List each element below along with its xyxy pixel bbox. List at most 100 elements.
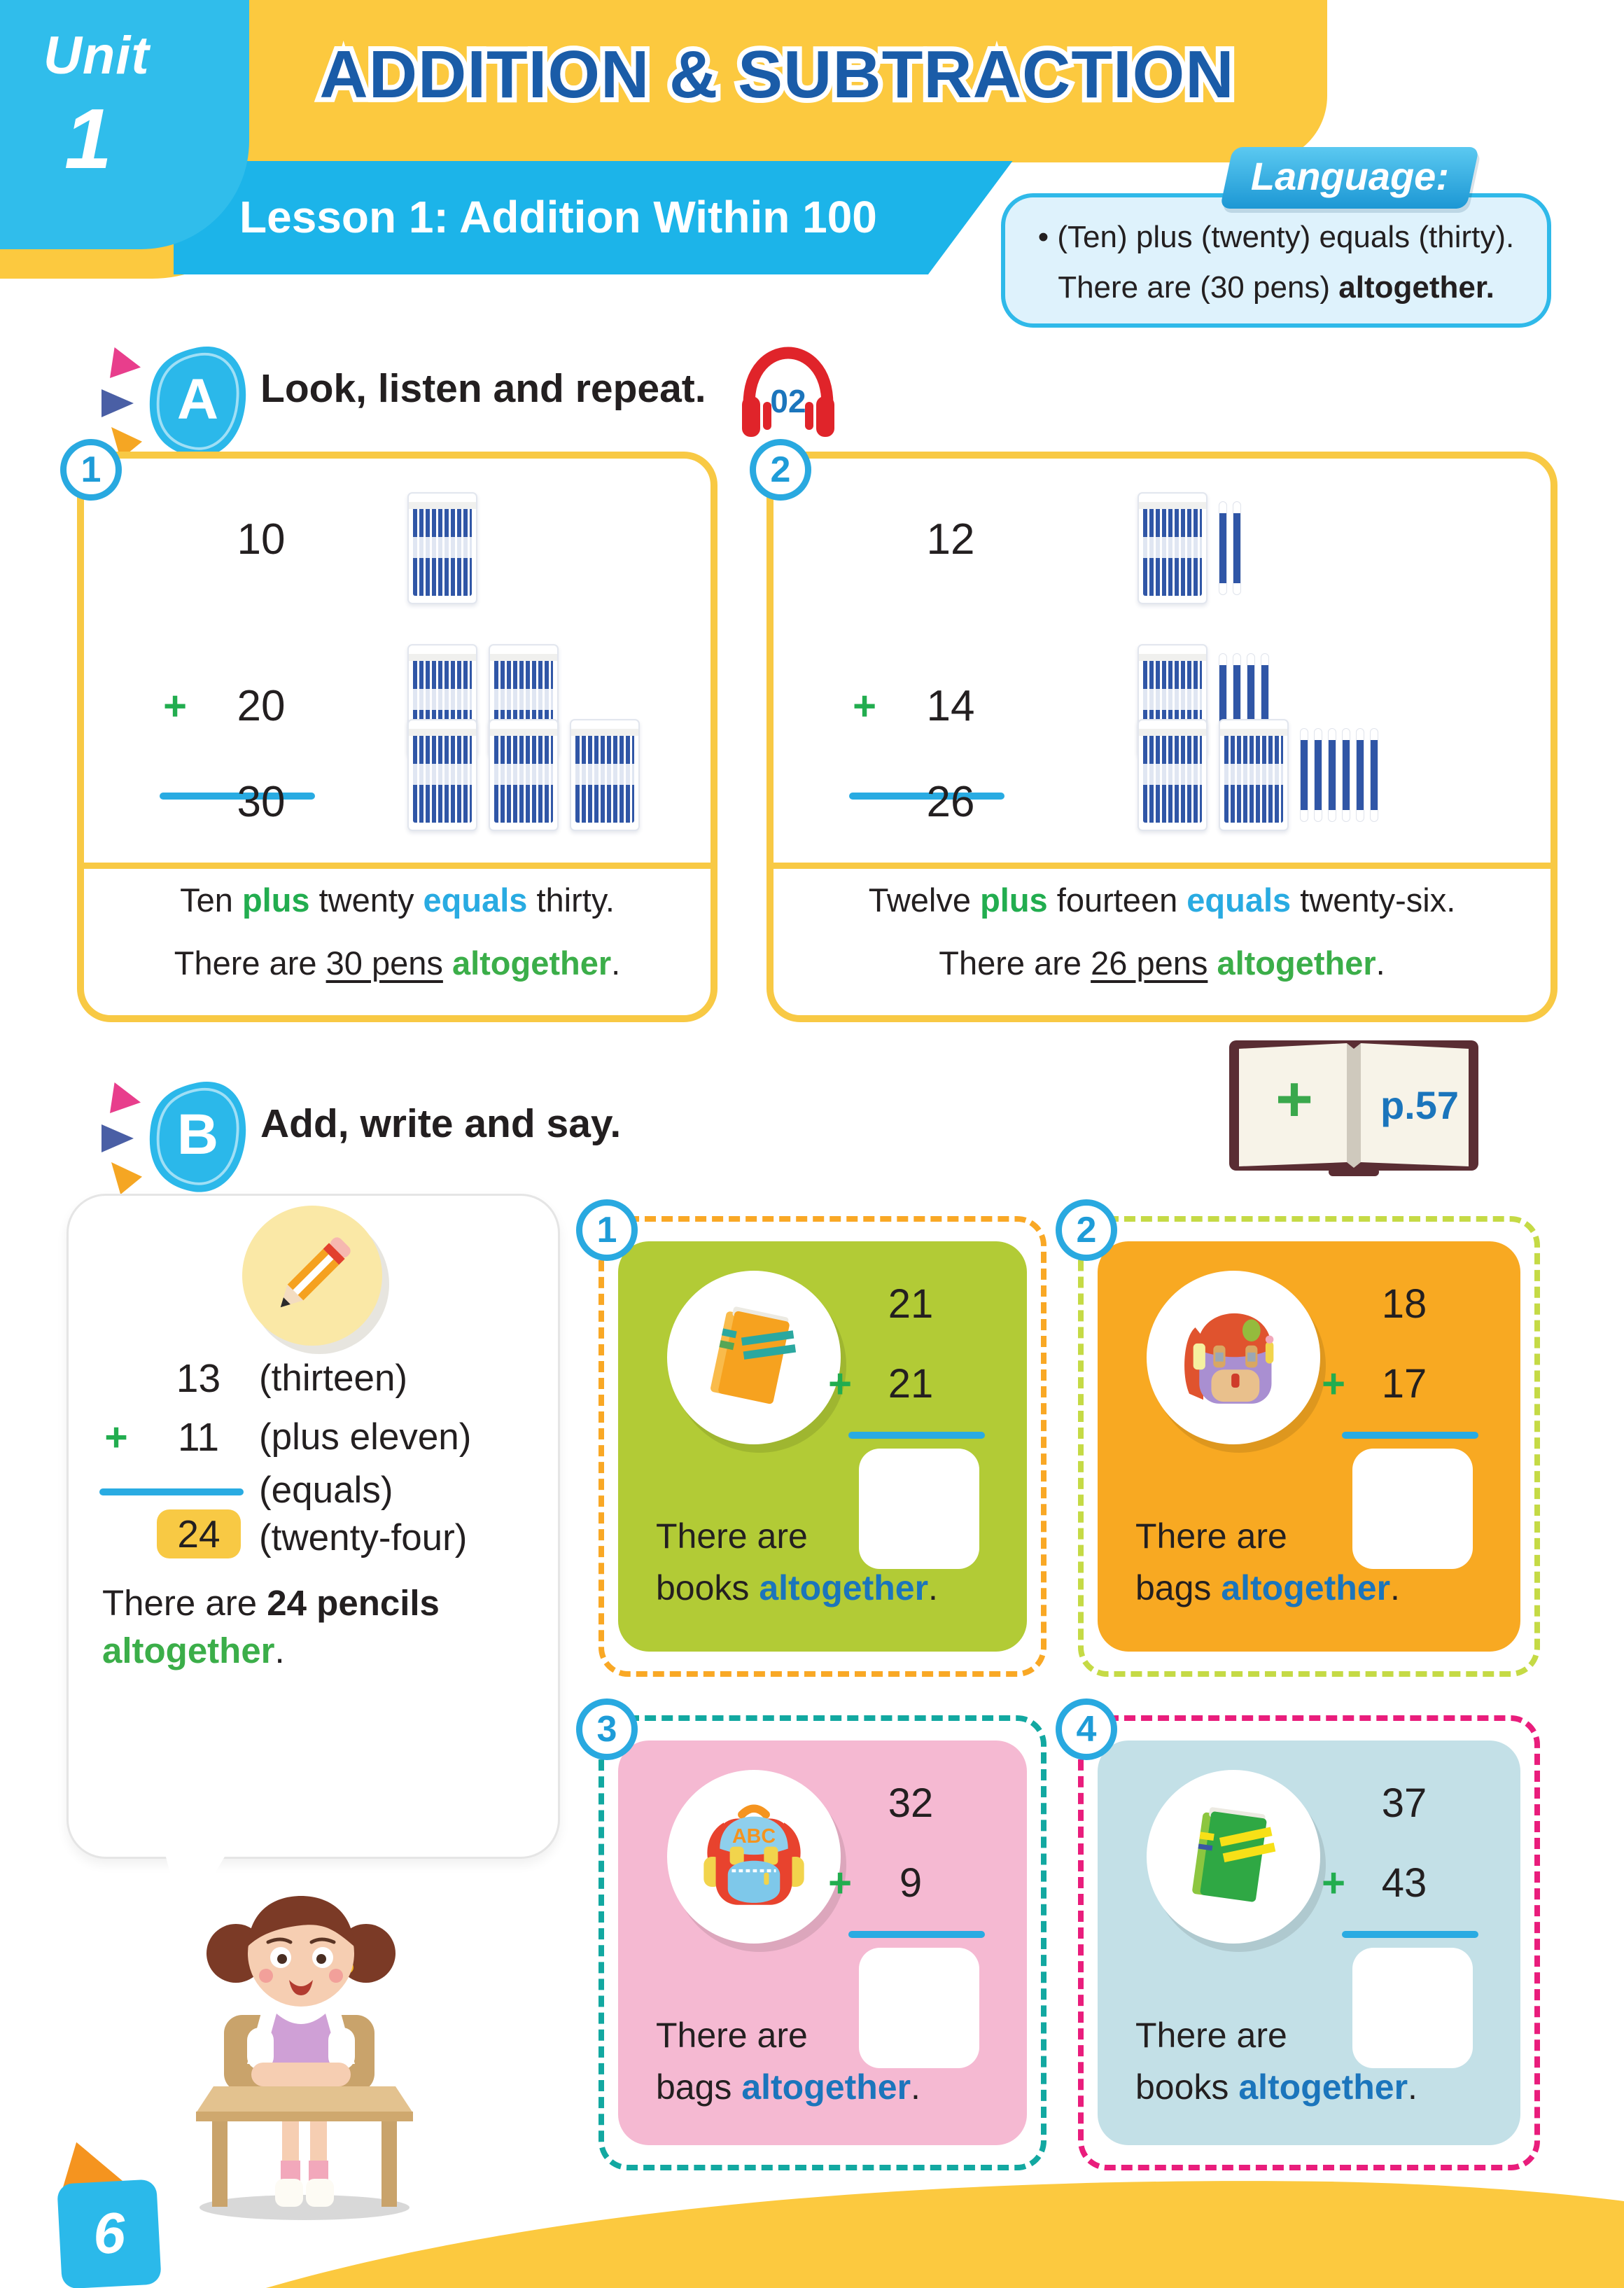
pens-row-3	[407, 719, 640, 831]
page-number-tab: 6	[57, 2179, 162, 2288]
pen-pack-image	[570, 719, 640, 831]
sparkle-icon	[102, 1124, 134, 1152]
bubble-word-2: (plus eleven)	[259, 1416, 472, 1458]
example-sentence-2: There are 30 pens altogether.	[174, 944, 621, 982]
badge-blob-icon	[149, 346, 246, 457]
sparkle-icon	[102, 389, 134, 417]
pen-image	[1300, 728, 1308, 822]
item-circle: ABC	[667, 1770, 841, 1944]
lesson-banner: Lesson 1: Addition Within 100	[174, 161, 1013, 274]
pen-pack-image	[489, 719, 559, 831]
headphones-audio-icon	[742, 347, 834, 437]
page-title: ADDITION & SUBTRACTION ADDITION & SUBTRA…	[252, 32, 1302, 127]
box-divider	[77, 863, 718, 869]
sum-value: 26	[926, 778, 975, 826]
exercise-addend-2: 9	[899, 1860, 923, 1906]
pen-pack-image	[1138, 492, 1208, 604]
bubble-addend-2: 11	[177, 1415, 220, 1460]
exercise-sentence-line-1: There are	[1135, 1516, 1287, 1556]
workbook-page-ref: p.57	[1380, 1083, 1460, 1127]
girl-at-desk-illustration	[196, 1896, 413, 2220]
section-b-title: Add, write and say.	[260, 1101, 622, 1146]
plus-sign: +	[1322, 1860, 1345, 1906]
equals-line	[1342, 1432, 1478, 1439]
pens-row-1	[1138, 492, 1241, 604]
exercise-card: 21 + 21 There are books altogether.	[618, 1241, 1027, 1652]
exercise-sentence-line-2: books altogether.	[656, 1568, 938, 1607]
equals-line	[849, 793, 1004, 800]
exercise-sentence-line-1: There are	[656, 2016, 808, 2055]
answer-box[interactable]	[859, 1948, 979, 2068]
example-number-badge: 1	[60, 439, 122, 501]
answer-box[interactable]	[859, 1449, 979, 1569]
exercise-card: 37 + 43 There are books altogether.	[1098, 1741, 1520, 2145]
exercise-card: 18 + 17 There are bags altogether.	[1098, 1241, 1520, 1652]
exercise-4: 4 37 +	[1056, 1698, 1540, 2170]
equals-line	[160, 793, 315, 800]
exercise-addend-2: 21	[888, 1361, 934, 1407]
pencil-icon	[280, 1237, 351, 1308]
pens-row-3	[1138, 719, 1378, 831]
page-title-text: ADDITION & SUBTRACTION	[319, 37, 1235, 112]
example-box-1: 1 10 + 20 30 Ten plus twenty equals thir…	[60, 439, 718, 1022]
equals-line	[848, 1931, 985, 1938]
exercise-addend-2: 17	[1381, 1361, 1427, 1407]
bubble-addend-1: 13	[176, 1356, 221, 1401]
plus-sign: +	[1322, 1361, 1345, 1407]
open-book-icon	[1229, 1040, 1478, 1176]
exercise-card: ABC 32 + 9 There are bags altogether.	[618, 1741, 1027, 2145]
exercise-addend-1: 18	[1381, 1281, 1427, 1327]
unit-label: Unit	[43, 26, 150, 85]
item-circle	[1147, 1271, 1320, 1444]
pen-pack-image	[1138, 719, 1208, 831]
item-circle	[667, 1271, 841, 1444]
sparkle-icon	[110, 1082, 141, 1113]
lesson-title: Lesson 1: Addition Within 100	[239, 192, 877, 242]
page-title-outline: ADDITION & SUBTRACTION	[314, 32, 1238, 117]
unit-tab: Unit 1	[0, 0, 249, 249]
pen-image	[1356, 728, 1364, 822]
pencil-badge	[242, 1206, 382, 1346]
exercise-addend-1: 21	[888, 1281, 934, 1327]
exercise-1: 1 21 +	[576, 1199, 1046, 1677]
green-book-icon	[1192, 1807, 1276, 1902]
bottom-wave-decoration	[266, 2181, 1624, 2288]
example-box-2: 2 12 + 14 26 Twelve plus fourteen equals…	[750, 439, 1558, 1022]
bubble-sentence-line-2: altogether.	[102, 1631, 285, 1670]
addend-2: 20	[237, 682, 286, 730]
section-a-badge: A	[102, 343, 262, 469]
pen-image	[1219, 501, 1227, 595]
addend-2: 14	[926, 682, 975, 730]
bubble-sentence-line-1: There are 24 pencils	[102, 1583, 440, 1623]
item-circle	[1147, 1770, 1320, 1944]
exercise-sentence-line-2: bags altogether.	[656, 2067, 920, 2107]
exercise-sentence-line-1: There are	[656, 1516, 808, 1556]
plus-symbol: +	[1275, 1063, 1313, 1135]
example-sentence-1: Ten plus twenty equals thirty.	[180, 881, 615, 919]
audio-track-number: 02	[770, 383, 806, 419]
exercise-addend-1: 32	[888, 1780, 934, 1826]
purple-backpack-icon	[1184, 1313, 1274, 1404]
loose-pens-group	[1219, 501, 1241, 595]
section-b-letter: B	[176, 1103, 219, 1166]
bubble-answer-highlight: 24	[157, 1509, 241, 1558]
answer-box[interactable]	[1352, 1948, 1473, 2068]
pens-row-1	[407, 492, 477, 604]
language-tab: Language:	[1219, 147, 1480, 209]
plus-sign: +	[828, 1860, 852, 1906]
pen-pack-image	[407, 719, 477, 831]
pen-image	[1233, 501, 1241, 595]
exercise-sentence-line-1: There are	[1135, 2016, 1287, 2055]
pen-pack-image	[1219, 719, 1289, 831]
exercise-number-badge: 4	[1056, 1698, 1117, 1760]
example-number-badge: 2	[750, 439, 811, 501]
box-divider	[766, 863, 1558, 869]
language-box: • (Ten) plus (twenty) equals (thirty). T…	[1001, 193, 1551, 328]
addend-1: 12	[926, 515, 975, 564]
exercise-sentence-line-2: bags altogether.	[1135, 1568, 1400, 1607]
sparkle-icon	[111, 1162, 142, 1194]
exercise-addend-2: 43	[1381, 1860, 1427, 1906]
exercise-3: 3 ABC 32	[576, 1698, 1046, 2170]
answer-box[interactable]	[1352, 1449, 1473, 1569]
badge-blob-icon	[149, 1081, 246, 1192]
